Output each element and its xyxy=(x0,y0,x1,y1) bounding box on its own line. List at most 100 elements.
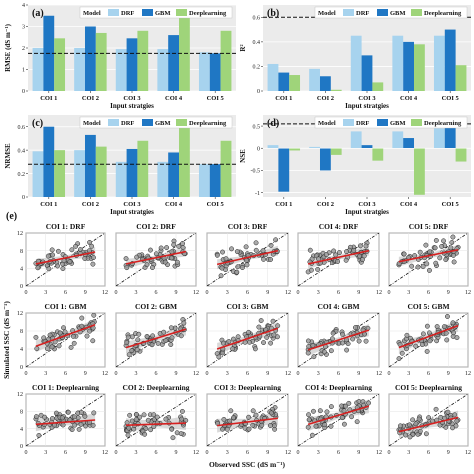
scatter-point xyxy=(60,422,66,428)
scatter-point xyxy=(331,248,337,254)
x-tick-label: 0 xyxy=(297,371,300,377)
x-tick-label: 9 xyxy=(266,371,269,377)
scatter-point xyxy=(46,266,52,272)
scatter-point xyxy=(174,430,180,436)
y-tick-label: 0.5 xyxy=(253,124,261,130)
y-tick-label: 0.2 xyxy=(253,65,261,71)
x-tick-label: 3 xyxy=(44,371,47,377)
y-tick-label: 0 xyxy=(22,89,25,95)
legend-title: Model xyxy=(83,120,101,127)
legend-title: Model xyxy=(318,120,336,127)
scatter-point xyxy=(242,425,248,431)
scatter-point xyxy=(324,409,330,415)
scatter-point xyxy=(415,264,421,270)
subplot-title: COI 5: DRF xyxy=(409,222,449,231)
scatter-point xyxy=(126,425,132,431)
scatter-point xyxy=(441,238,446,244)
regression-line xyxy=(398,324,459,349)
legend-label-deeplearning: Deeplearning xyxy=(189,120,227,127)
x-tick-label: 9 xyxy=(84,450,87,456)
one-to-one-line xyxy=(26,233,105,286)
scatter-point xyxy=(336,250,342,256)
scatter-point xyxy=(141,412,147,418)
x-tick-label: 0 xyxy=(388,450,391,456)
regression-line xyxy=(307,405,370,426)
scatter-point xyxy=(426,415,432,421)
scatter-point xyxy=(426,267,432,273)
x-tick-label: 0 xyxy=(115,450,118,456)
scatter-grid: (e) COI 1: DRF 0 3 6 9 12 0 4 8 12 COI 2: DRF 0 3 6 9 12… xyxy=(2,211,471,469)
scatter-point xyxy=(72,422,78,428)
scatter-point xyxy=(235,264,241,270)
legend-label-drf: DRF xyxy=(121,120,134,127)
scatter-point xyxy=(443,330,449,336)
scatter-point xyxy=(454,418,460,424)
scatter-point xyxy=(305,350,311,356)
x-tick-label: 0 xyxy=(297,290,300,296)
bar-panel-1: 0 1 2 3 4 COI 1 COI 2 COI 3 COI 4 COI 5 Input stra… xyxy=(4,3,236,110)
x-tick-label: COI 3 xyxy=(123,95,141,102)
scatter-point xyxy=(79,323,85,329)
scatter-point xyxy=(423,431,429,437)
scatter-point xyxy=(124,265,130,271)
scatter-point xyxy=(151,424,157,430)
bar-deeplearning-coi2 xyxy=(95,32,107,91)
scatter-panel-gbm-coi2: COI 2: GBM 0 3 6 9 12 xyxy=(115,302,200,377)
scatter-point xyxy=(354,419,360,425)
scatter-panel-deeplearning-coi2: COI 2: Deeplearning 0 3 6 9 12 xyxy=(115,383,200,456)
scatter-point xyxy=(49,247,55,253)
bar-gbm-coi5 xyxy=(444,121,456,149)
scatter-point xyxy=(253,412,259,418)
y-tick-label: 8 xyxy=(20,249,23,255)
scatter-point xyxy=(451,259,457,265)
scatter-point xyxy=(129,348,135,354)
scatter-point xyxy=(335,259,341,264)
bar-panel-2: 0 0.2 0.4 0.6 COI 1 COI 2 COI 3 COI 4 COI 5 Input… xyxy=(239,5,471,110)
scatter-point xyxy=(328,423,334,429)
bar-drf-coi1 xyxy=(32,151,44,197)
scatter-point xyxy=(35,265,41,271)
regression-line xyxy=(125,422,187,426)
legend-swatch-deeplearning xyxy=(176,119,187,126)
scatter-panel-deeplearning-coi3: COI 3: Deeplearning 0 3 6 9 12 xyxy=(206,383,292,456)
scatter-point xyxy=(417,249,423,255)
bar-deeplearning-coi1 xyxy=(54,38,66,91)
scatter-point xyxy=(69,247,75,253)
panel-label: (d) xyxy=(267,118,279,129)
scatter-point xyxy=(341,421,347,427)
x-axis-title: Input stratgies xyxy=(345,102,389,110)
scatter-point xyxy=(162,259,168,265)
scatter-point xyxy=(91,410,97,416)
scatter-point xyxy=(433,237,439,243)
scatter-point xyxy=(361,253,367,259)
scatter-panel-deeplearning-coi5: COI 5: Deeplearning 0 3 6 9 12 xyxy=(388,383,472,456)
y-tick-label: 2 xyxy=(22,46,25,52)
scatter-point xyxy=(445,409,451,415)
bar-deeplearning-coi3 xyxy=(137,140,149,197)
scatter-point xyxy=(329,336,335,342)
scatter-point xyxy=(134,254,140,260)
scatter-point xyxy=(437,255,443,261)
scatter-point xyxy=(305,338,311,344)
x-tick-label: 3 xyxy=(135,290,138,296)
x-tick-label: COI 3 xyxy=(123,201,141,208)
scatter-point xyxy=(363,243,369,249)
scatter-point xyxy=(89,243,95,249)
scatter-point xyxy=(179,416,185,422)
bar-gbm-coi4 xyxy=(168,152,180,197)
scatter-panel-gbm-coi3: COI 3: GBM 0 3 6 9 12 xyxy=(206,302,292,377)
scatter-point xyxy=(84,333,90,339)
bar-deeplearning-coi2 xyxy=(330,148,342,155)
bar-deeplearning-coi5 xyxy=(455,65,467,91)
scatter-point xyxy=(223,256,229,262)
x-tick-label: COI 5 xyxy=(442,95,460,102)
y-tick-label: 12 xyxy=(17,311,23,317)
scatter-point xyxy=(340,340,346,346)
x-tick-label: COI 5 xyxy=(207,95,225,102)
plot-content xyxy=(116,313,196,367)
scatter-point xyxy=(234,269,240,275)
bar-deeplearning-coi4 xyxy=(179,123,190,197)
x-tick-label: 12 xyxy=(193,371,199,377)
scatter-point xyxy=(239,265,245,271)
